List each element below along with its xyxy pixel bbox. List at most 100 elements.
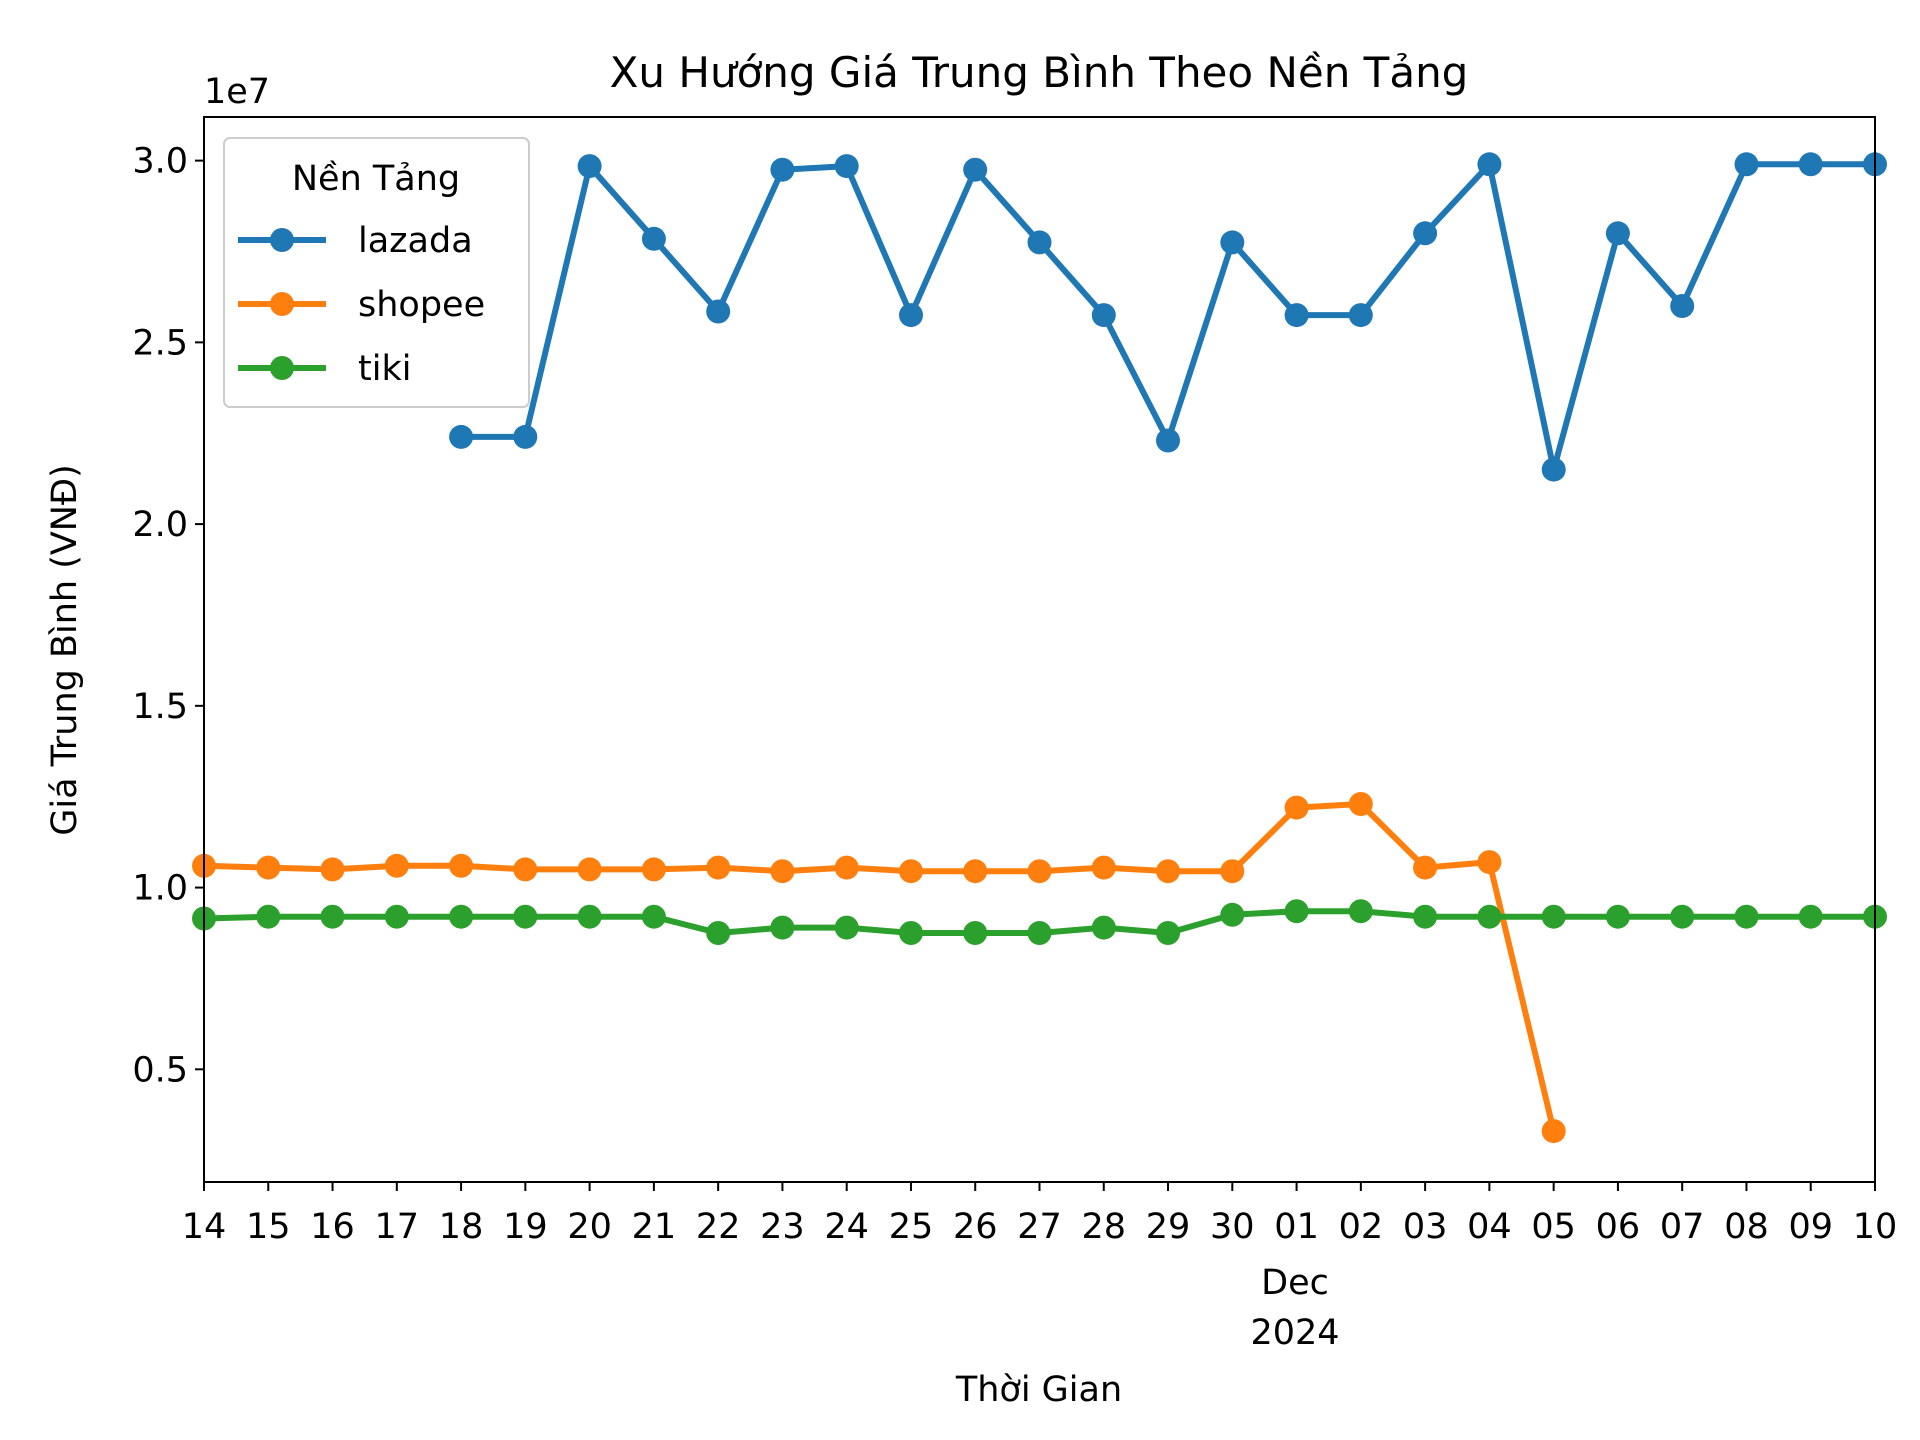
point-shopee-7: [641, 857, 666, 882]
x-tick-label-4: 18: [439, 1207, 484, 1247]
legend-label-tiki: tiki: [358, 349, 411, 389]
legend-marker-lazada: [270, 228, 294, 252]
chart-title: Xu Hướng Giá Trung Bình Theo Nền Tảng: [610, 48, 1469, 97]
x-tick-label-20: 04: [1467, 1207, 1512, 1247]
x-tick-label-19: 03: [1403, 1207, 1448, 1247]
point-tiki-9: [770, 915, 795, 940]
point-shopee-3: [384, 853, 409, 878]
point-tiki-3: [384, 904, 409, 929]
point-shopee-4: [449, 853, 474, 878]
series-shopee: [192, 792, 1566, 1144]
point-lazada-4: [449, 424, 474, 449]
point-shopee-18: [1348, 792, 1373, 816]
y-tick-label-2: 1.5: [132, 687, 188, 727]
point-shopee-12: [963, 859, 988, 884]
point-lazada-9: [770, 157, 795, 182]
point-tiki-10: [834, 915, 859, 940]
legend-marker-shopee: [270, 292, 294, 316]
point-lazada-13: [1027, 230, 1052, 255]
point-lazada-7: [641, 226, 666, 251]
legend-label-lazada: lazada: [358, 221, 473, 261]
point-shopee-1: [256, 855, 281, 880]
point-tiki-21: [1541, 904, 1566, 929]
x-tick-label-23: 07: [1660, 1207, 1705, 1247]
y-tick-label-1: 1.0: [132, 869, 188, 909]
point-lazada-11: [899, 303, 923, 328]
x-tick-label-8: 22: [696, 1207, 741, 1247]
point-lazada-16: [1220, 230, 1245, 255]
point-tiki-2: [320, 904, 345, 929]
point-shopee-13: [1027, 859, 1052, 884]
x-tick-label-0: 14: [182, 1207, 227, 1247]
point-lazada-21: [1541, 457, 1566, 482]
point-lazada-22: [1605, 221, 1630, 246]
point-tiki-24: [1734, 904, 1759, 929]
point-lazada-19: [1413, 221, 1438, 246]
point-lazada-6: [577, 154, 602, 179]
point-shopee-6: [577, 857, 602, 882]
x-tick-label-3: 17: [375, 1207, 420, 1247]
legend-label-shopee: shopee: [358, 285, 485, 325]
x-tick-label-25: 09: [1788, 1207, 1833, 1247]
point-shopee-15: [1156, 859, 1180, 884]
point-tiki-19: [1413, 904, 1438, 929]
point-shopee-16: [1220, 859, 1245, 884]
x-axis: 14 15 16 17 18 19 20 21 22 23 24 25 26 27 28 29 30 01 02 03…: [182, 1182, 1897, 1247]
point-lazada-24: [1734, 152, 1759, 177]
point-tiki-25: [1798, 904, 1823, 929]
point-lazada-20: [1477, 152, 1502, 177]
x-tick-label-1: 15: [246, 1207, 291, 1247]
series-lazada: [449, 152, 1887, 482]
x-tick-label-12: 26: [953, 1207, 998, 1247]
x-tick-label-6: 20: [567, 1207, 612, 1247]
y-axis-title: Giá Trung Bình (VNĐ): [45, 464, 85, 836]
x-axis-title: Thời Gian: [955, 1370, 1122, 1410]
point-lazada-12: [963, 157, 988, 182]
point-lazada-5: [513, 424, 538, 449]
point-lazada-17: [1284, 303, 1309, 328]
x-tick-label-21: 05: [1531, 1207, 1576, 1247]
series-line-shopee: [203, 801, 1557, 1132]
x-secondary-year: 2024: [1250, 1313, 1339, 1353]
point-lazada-8: [706, 299, 731, 324]
x-tick-label-17: 01: [1274, 1207, 1319, 1247]
point-shopee-21: [1541, 1119, 1566, 1144]
point-lazada-10: [834, 154, 859, 179]
point-shopee-9: [770, 859, 795, 884]
x-tick-label-5: 19: [503, 1207, 548, 1247]
point-tiki-1: [256, 904, 281, 929]
point-shopee-19: [1413, 855, 1438, 880]
x-tick-label-18: 02: [1339, 1207, 1384, 1247]
point-tiki-13: [1027, 921, 1052, 945]
x-tick-label-7: 21: [632, 1207, 677, 1247]
point-tiki-16: [1220, 902, 1245, 927]
series-line-lazada: [461, 161, 1875, 473]
point-shopee-14: [1091, 855, 1116, 880]
legend-title: Nền Tảng: [292, 159, 460, 199]
point-tiki-22: [1605, 904, 1630, 929]
point-shopee-2: [320, 857, 345, 882]
point-shopee-17: [1284, 795, 1309, 820]
x-tick-label-2: 16: [310, 1207, 355, 1247]
x-tick-label-22: 06: [1596, 1207, 1641, 1247]
point-tiki-17: [1284, 899, 1309, 924]
point-tiki-18: [1348, 899, 1373, 924]
legend: Nền Tảng lazada shopee tiki: [223, 137, 530, 408]
legend-box: [223, 137, 530, 408]
y-offset-label: 1e7: [204, 72, 270, 112]
point-shopee-8: [706, 855, 731, 880]
x-tick-label-10: 24: [824, 1207, 869, 1247]
point-shopee-10: [834, 855, 859, 880]
point-tiki-15: [1156, 921, 1180, 945]
point-lazada-15: [1156, 428, 1180, 453]
point-tiki-5: [513, 904, 538, 929]
y-tick-label-4: 2.5: [132, 323, 188, 363]
x-tick-label-15: 29: [1146, 1207, 1191, 1247]
point-tiki-6: [577, 904, 602, 929]
point-tiki-23: [1670, 904, 1695, 929]
y-tick-label-5: 3.0: [132, 142, 188, 182]
point-tiki-14: [1091, 915, 1116, 940]
y-tick-label-0: 0.5: [132, 1050, 188, 1090]
legend-entries: lazada shopee tiki: [238, 221, 485, 389]
